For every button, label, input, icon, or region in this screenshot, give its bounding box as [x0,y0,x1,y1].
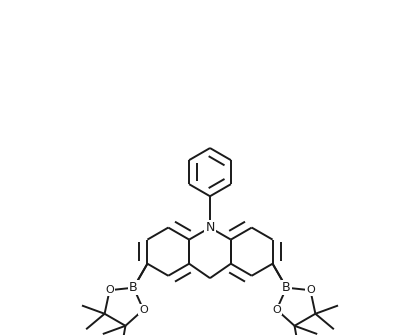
Text: B: B [282,281,291,294]
Text: B: B [129,281,138,294]
Text: O: O [105,285,114,295]
Text: O: O [272,305,281,315]
Text: N: N [205,221,215,234]
Text: O: O [306,285,315,295]
Text: O: O [139,305,148,315]
